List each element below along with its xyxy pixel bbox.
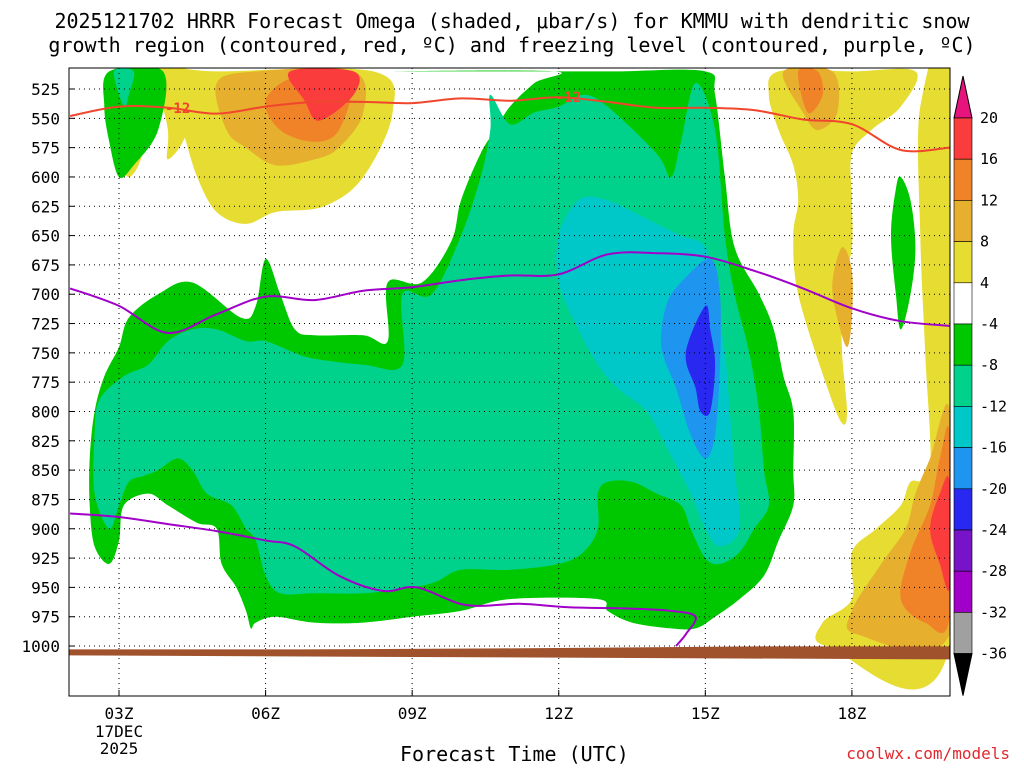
omega-region-6 [768,68,918,425]
x-tick-label: 12Z [544,704,573,723]
colorbar-bin [953,570,973,613]
colorbar-bin [953,447,973,490]
y-tick-label: 1000 [21,637,60,656]
x-tick-label: 03Z [105,704,134,723]
colorbar-bin [953,364,973,407]
omega-region-20 [685,305,716,417]
omega-region-8 [797,68,824,114]
y-tick-label: 550 [31,109,60,128]
terrain-surface [69,646,950,660]
y-tick-label: 750 [31,344,60,363]
colorbar-bin [953,200,973,242]
colorbar-label: -8 [980,356,998,374]
colorbar-label: -24 [980,521,1007,539]
colorbar-label: 20 [980,109,998,127]
x-tick-label: 06Z [251,704,280,723]
y-tick-label: 625 [31,197,60,216]
colorbar-label: 16 [980,150,998,168]
x-tick-label: 15Z [691,704,720,723]
x-tick-sublabel: 2025 [100,739,139,758]
source-credit: coolwx.com/models [846,744,1010,763]
dgz-contour-line [69,96,950,153]
y-tick-label: 725 [31,315,60,334]
y-tick-label: 675 [31,256,60,275]
x-tick-label: 18Z [837,704,866,723]
colorbar-bin [953,612,973,654]
x-tick-sublabel: 17DEC [95,722,143,741]
y-tick-label: 900 [31,520,60,539]
colorbar-bin [953,323,973,366]
colorbar-bin [953,241,973,284]
colorbar-top-arrow [953,75,973,119]
colorbar-label: -36 [980,645,1007,663]
omega-region-13 [930,476,950,591]
freezing-level-lower [70,512,697,647]
y-tick-label: 975 [31,608,60,627]
chart-title-line-1: 2025121702 HRRR Forecast Omega (shaded, … [54,9,970,33]
colorbar-label: -28 [980,562,1007,580]
y-tick-label: 775 [31,373,60,392]
colorbar-label: 4 [980,274,989,292]
colorbar-bin [953,488,973,531]
y-tick-label: 850 [31,461,60,480]
x-tick-label: 09Z [398,704,427,723]
colorbar-label: -4 [980,315,998,333]
dgz-contour-label: -12 [165,101,190,117]
y-tick-label: 600 [31,168,60,187]
omega-region-14 [103,68,167,178]
colorbar-label: -12 [980,397,1007,415]
y-tick-label: 575 [31,139,60,158]
omega-region-9 [832,247,853,347]
colorbar-label: -32 [980,603,1007,621]
omega-region-15 [113,68,135,108]
colorbar-bin [953,529,973,572]
colorbar-bottom-arrow [953,653,973,696]
dgz-contour-label: -12 [556,90,581,106]
y-tick-label: 525 [31,80,60,99]
colorbar-bin [953,282,973,325]
y-tick-label: 825 [31,432,60,451]
y-tick-label: 875 [31,490,60,509]
x-axis-title: Forecast Time (UTC) [400,742,629,766]
colorbar-label: 8 [980,233,989,251]
colorbar-bin [953,406,973,448]
omega-region-21 [891,176,916,330]
colorbar-label: -20 [980,480,1007,498]
y-tick-label: 700 [31,285,60,304]
y-tick-label: 950 [31,578,60,597]
colorbar-label: -16 [980,439,1007,457]
y-tick-label: 800 [31,402,60,421]
colorbar-bin [953,117,973,160]
colorbar-label: 12 [980,191,998,209]
y-tick-label: 650 [31,227,60,246]
omega-region-5 [287,68,360,121]
omega-region-12 [900,425,950,633]
chart-title-line-2: growth region (contoured, red, ºC) and f… [48,33,976,57]
colorbar-bin [953,158,973,201]
y-tick-label: 925 [31,549,60,568]
freezing-level-upper [69,251,950,334]
